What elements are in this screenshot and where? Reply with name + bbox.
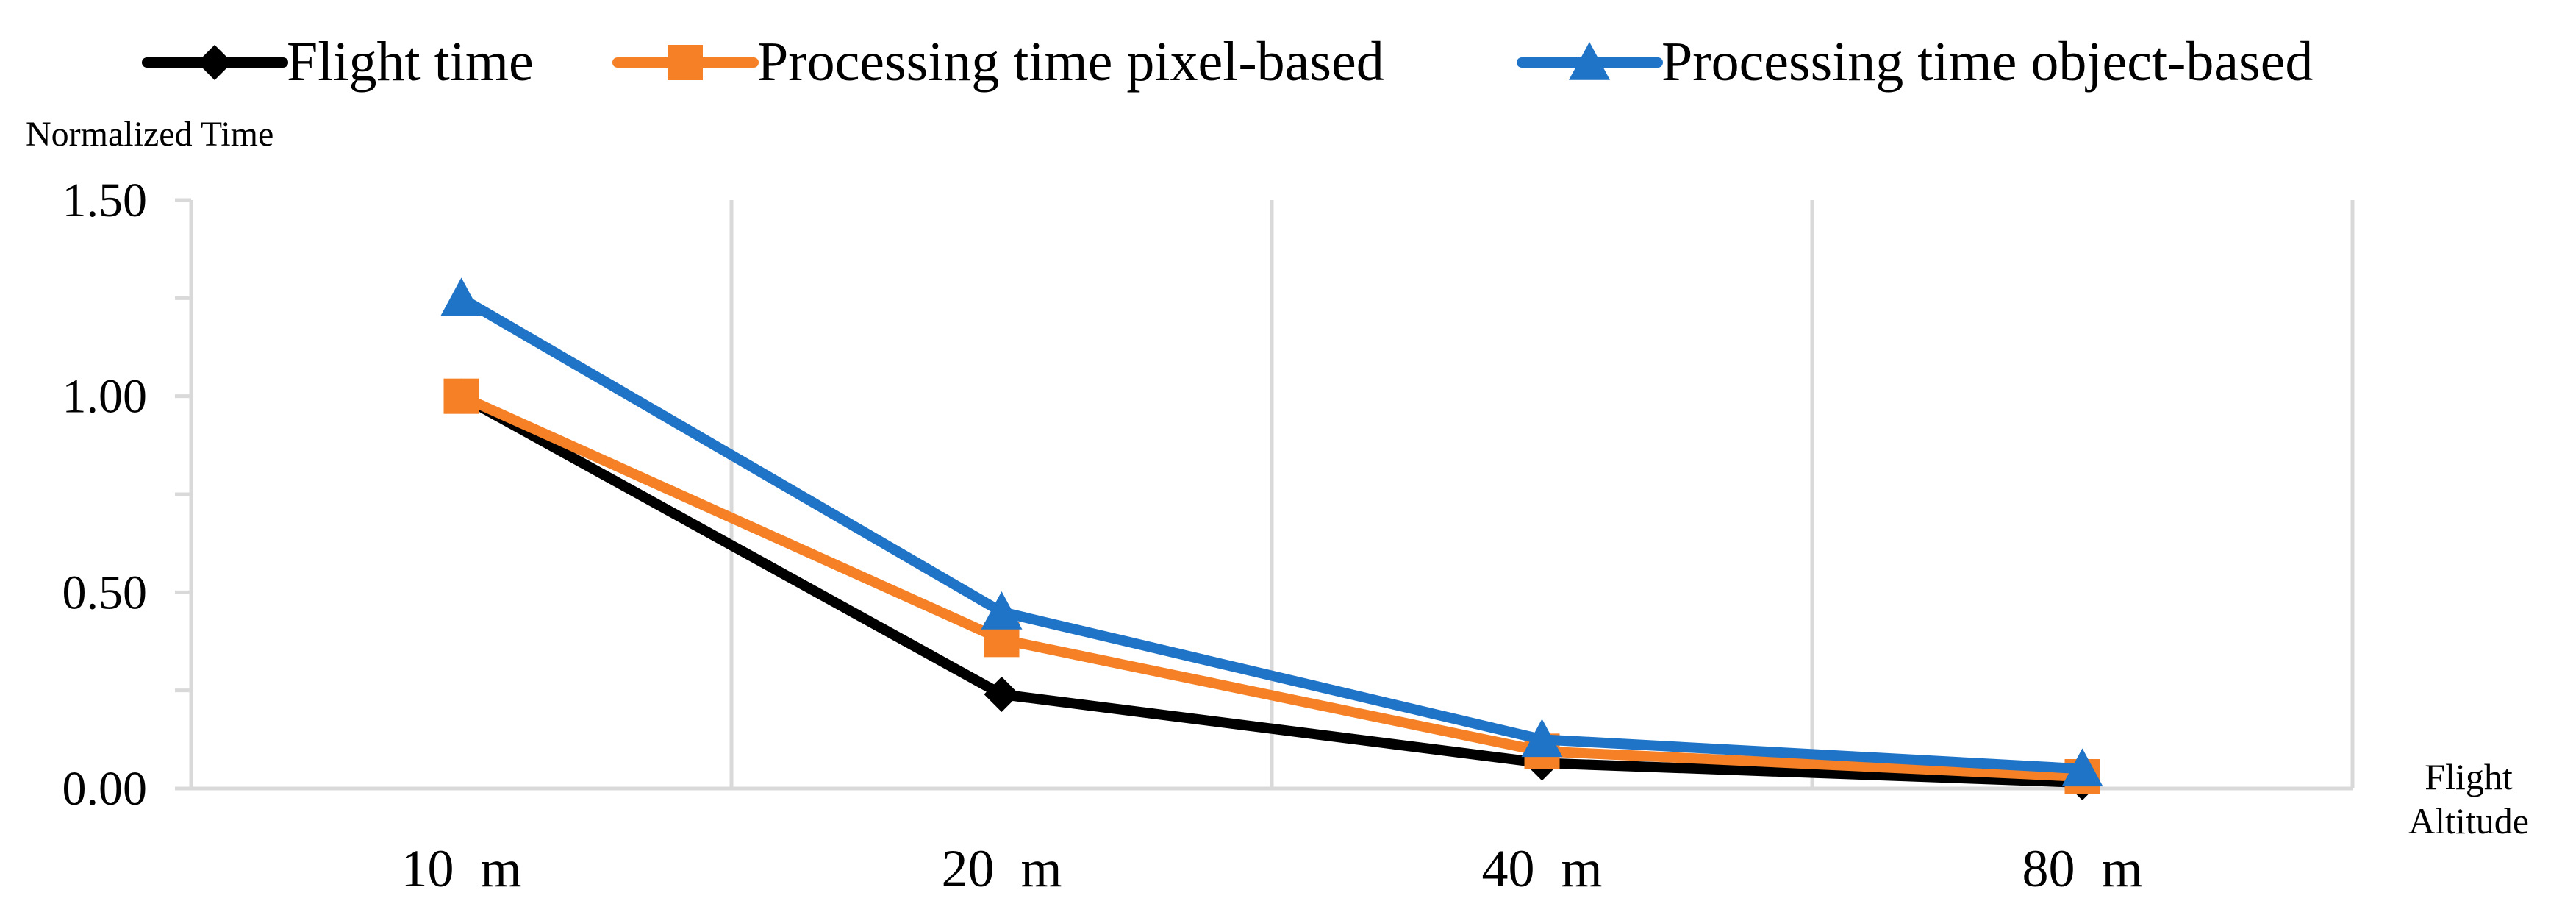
y-tick-label: 1.50	[62, 174, 148, 227]
legend-label: Processing time object-based	[1661, 31, 2313, 93]
y-tick-label: 0.50	[62, 566, 148, 619]
y-axis-title: Normalized Time	[26, 115, 273, 154]
data-point	[443, 378, 479, 414]
series-line	[456, 293, 2088, 775]
x-tick-label: 40 m	[1481, 839, 1602, 898]
legend-entry: Processing time pixel-based	[612, 31, 1384, 93]
legend-marker	[197, 45, 232, 80]
grid-lines	[729, 200, 2355, 788]
y-tick-label: 0.00	[62, 762, 148, 816]
legend: Flight time Processing time pixel-based Pr…	[142, 31, 2313, 93]
x-axis-title-line: Altitude	[2408, 800, 2529, 841]
data-point	[2061, 748, 2103, 787]
x-tick-label: 10 m	[401, 839, 521, 898]
x-axis-title-line: Flight	[2425, 756, 2513, 797]
data-point	[981, 591, 1023, 630]
legend-label: Flight time	[287, 31, 534, 93]
x-tick-label: 80 m	[2022, 839, 2142, 898]
legend-marker	[668, 45, 703, 80]
series-line	[456, 391, 2088, 782]
series-3	[440, 277, 2103, 787]
legend-entry: Flight time	[142, 31, 534, 93]
legend-entry: Processing time object-based	[1517, 31, 2313, 93]
legend-marker	[1569, 42, 1610, 80]
legend-label: Processing time pixel-based	[757, 31, 1384, 93]
series-group	[440, 277, 2103, 800]
axes: 0.00 0.50 1.00 1.50 10 m 20 m 40 m 80 m	[62, 174, 2353, 898]
data-point	[440, 277, 482, 316]
x-tick-label: 20 m	[941, 839, 1062, 898]
data-point	[984, 677, 1020, 712]
series-line	[456, 391, 2088, 788]
data-point	[1521, 719, 1563, 758]
y-tick-label: 1.00	[62, 370, 148, 424]
